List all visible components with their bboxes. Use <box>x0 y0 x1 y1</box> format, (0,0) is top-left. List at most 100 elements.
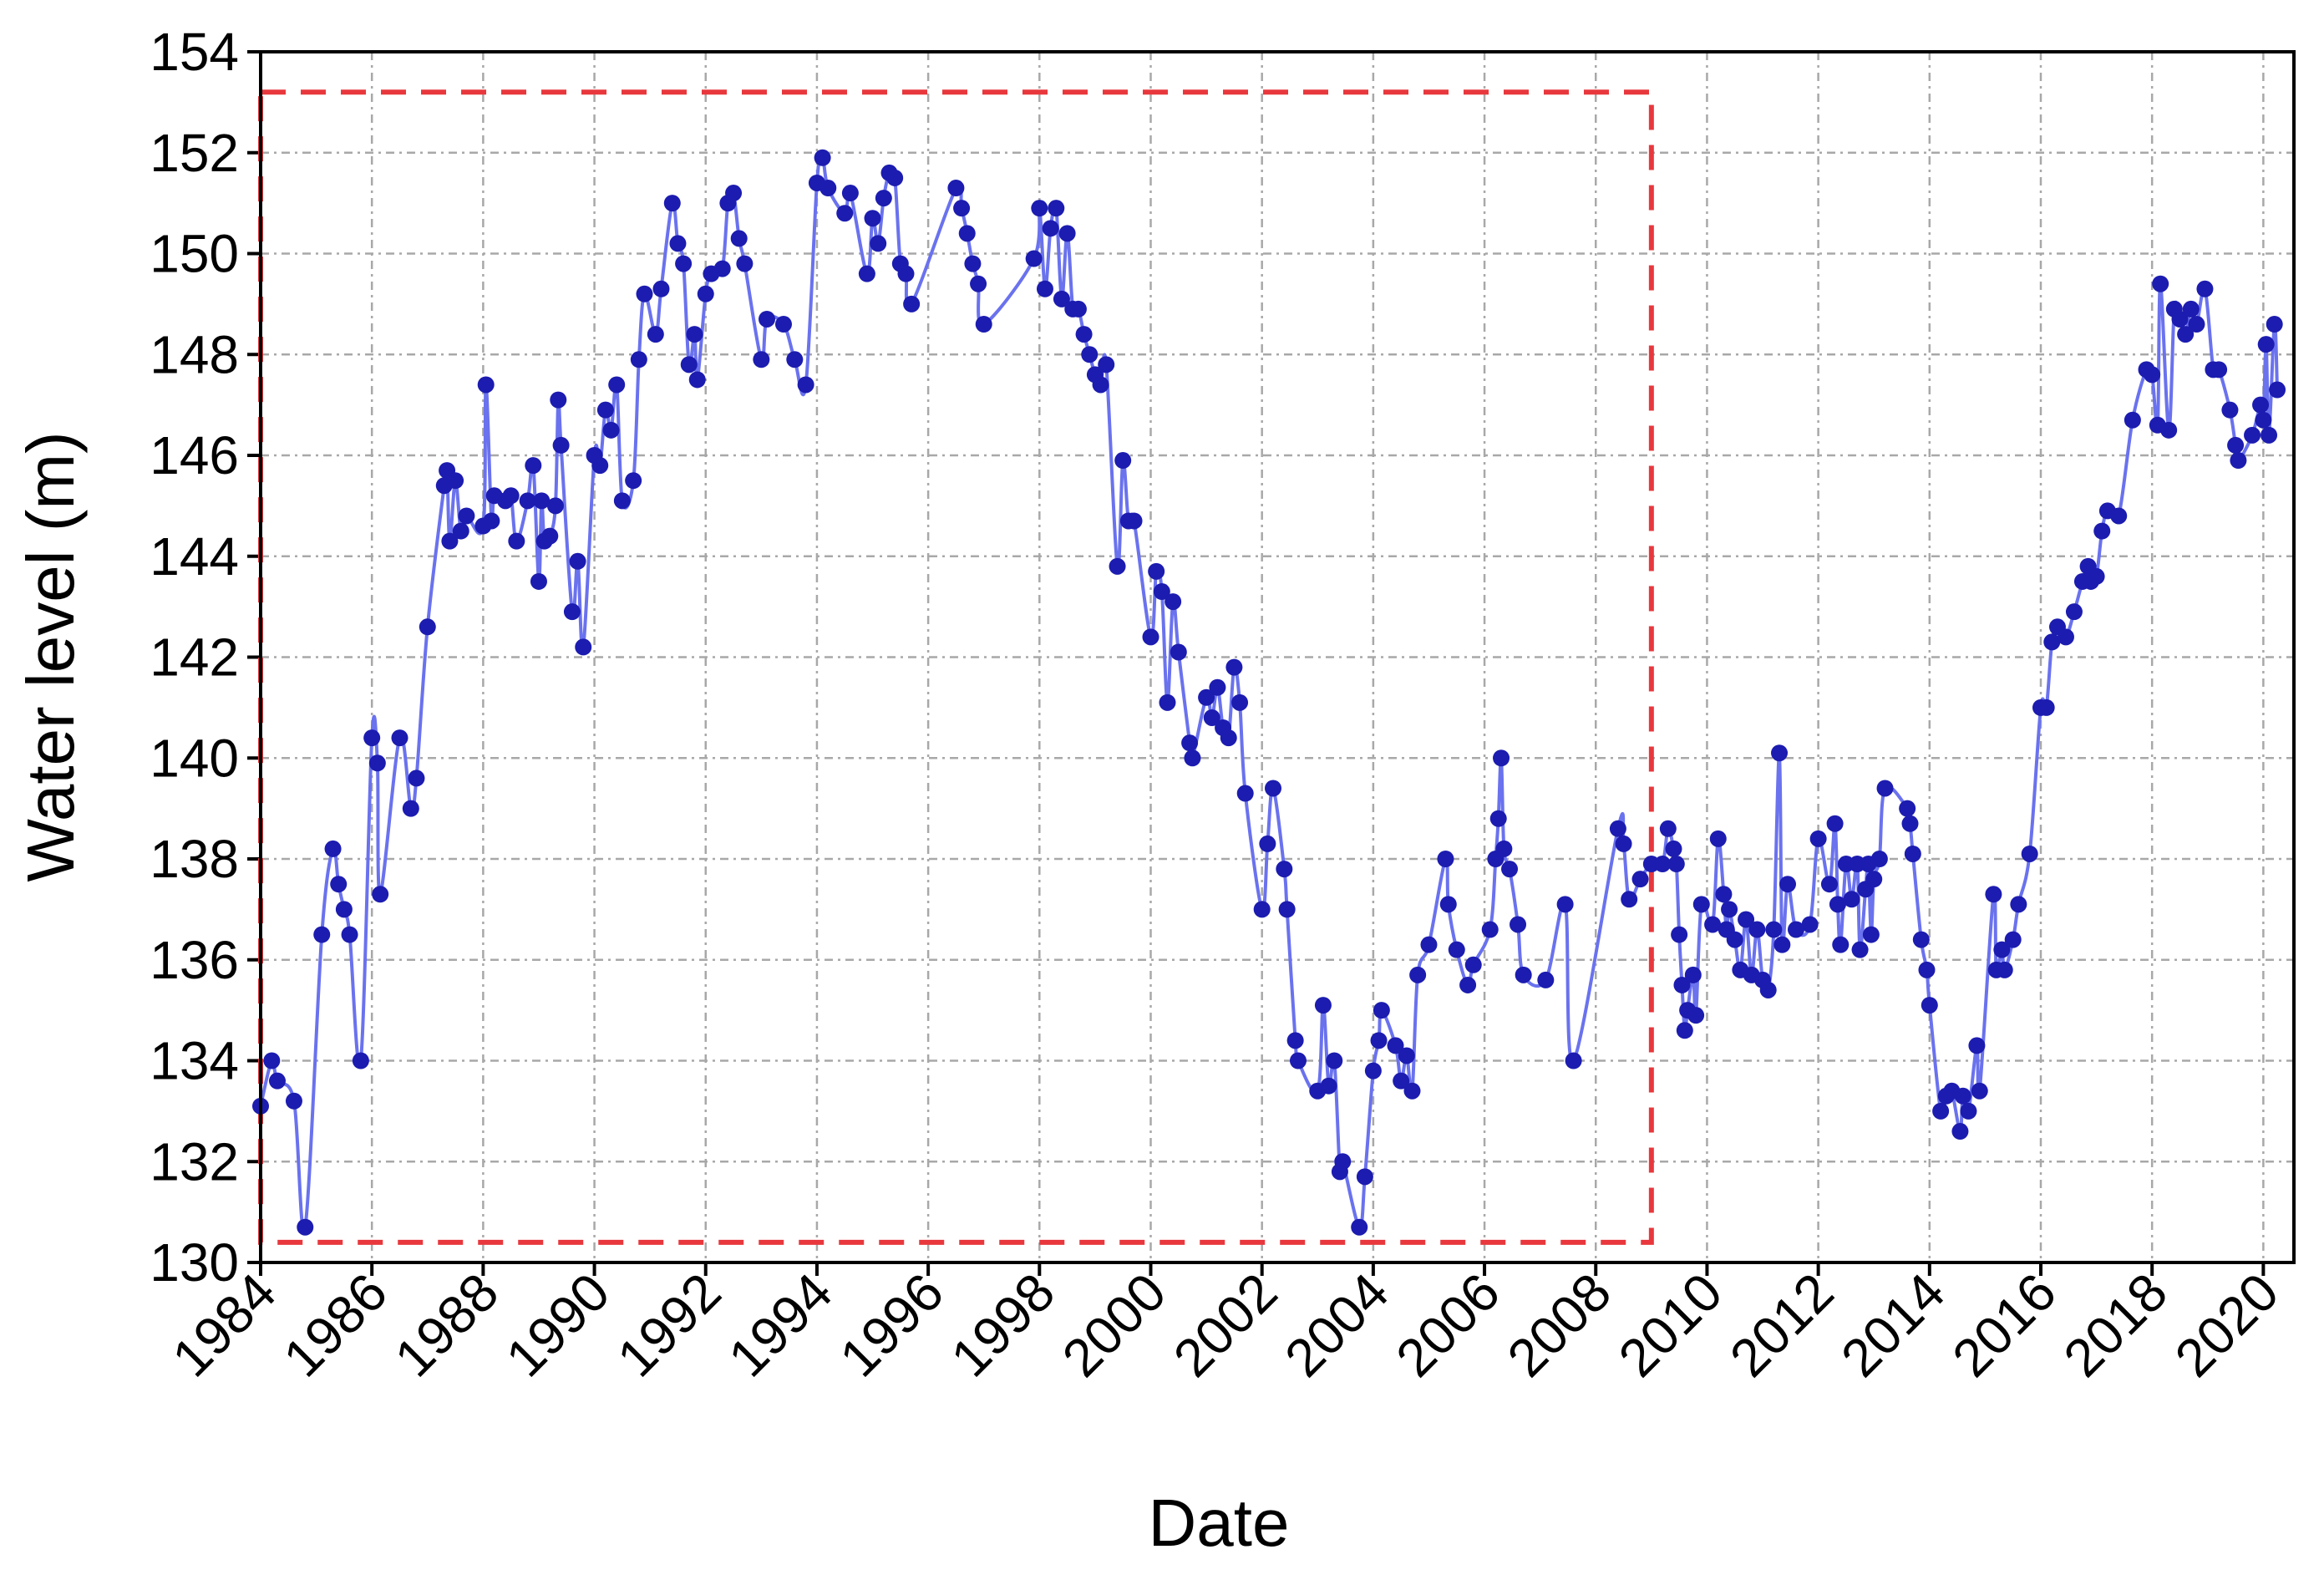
x-tick-label: 2006 <box>1384 1262 1511 1389</box>
data-point <box>2221 401 2239 419</box>
data-point <box>1673 976 1691 993</box>
data-point <box>1148 562 1165 580</box>
data-point <box>1709 830 1727 847</box>
data-point <box>1779 876 1796 893</box>
data-point <box>725 185 743 202</box>
x-tick-label: 2014 <box>1829 1262 1956 1389</box>
data-point <box>1351 1218 1368 1236</box>
data-point <box>2124 411 2141 429</box>
data-point <box>1615 835 1632 852</box>
data-point <box>903 295 921 312</box>
data-point <box>2004 931 2022 948</box>
data-point <box>1259 835 1276 852</box>
data-point <box>753 351 770 368</box>
x-tick-label: 2000 <box>1051 1262 1178 1389</box>
data-point <box>1420 936 1438 953</box>
data-point <box>786 351 804 368</box>
data-point <box>447 472 464 490</box>
data-point <box>1510 916 1527 933</box>
data-point <box>602 421 620 439</box>
y-tick-label: 142 <box>150 627 239 688</box>
data-point <box>819 180 837 197</box>
data-point <box>541 527 559 545</box>
data-point <box>575 638 592 656</box>
data-point <box>1278 901 1296 918</box>
data-point <box>1025 250 1043 267</box>
data-point <box>975 316 992 333</box>
data-point <box>1771 744 1789 762</box>
data-point <box>285 1092 302 1110</box>
data-point <box>1393 1072 1410 1090</box>
data-point <box>1075 326 1093 343</box>
data-point <box>1687 1007 1705 1024</box>
data-point <box>1759 981 1777 998</box>
data-point <box>2257 336 2275 353</box>
data-point <box>552 436 570 454</box>
data-point <box>1515 966 1532 983</box>
data-point <box>1364 1062 1382 1080</box>
data-point <box>1704 916 1722 933</box>
data-point <box>1865 871 1883 888</box>
data-point <box>1053 290 1070 307</box>
data-point <box>1265 780 1282 797</box>
data-point <box>1851 941 1869 958</box>
data-point <box>2266 316 2283 333</box>
data-point <box>533 492 551 510</box>
data-point <box>2269 381 2286 399</box>
data-point <box>1409 966 1427 983</box>
data-point <box>1142 628 1159 646</box>
data-point <box>1459 976 1477 993</box>
x-tick-label: 1996 <box>828 1262 955 1389</box>
data-point <box>483 512 500 530</box>
x-tick-label: 1992 <box>606 1262 733 1389</box>
data-point <box>625 472 642 490</box>
data-point <box>508 532 525 550</box>
data-point <box>1676 1022 1693 1039</box>
x-tick-label: 2008 <box>1496 1262 1623 1389</box>
data-point <box>563 603 581 621</box>
y-tick-label: 138 <box>150 829 239 889</box>
data-point <box>1565 1052 1582 1069</box>
data-point <box>1904 845 1921 862</box>
data-point <box>530 572 547 590</box>
data-point <box>1609 820 1626 837</box>
data-point <box>1481 921 1499 938</box>
x-tick-label: 2010 <box>1607 1262 1734 1389</box>
data-point <box>1715 886 1733 903</box>
data-point <box>1932 1102 1950 1120</box>
data-point <box>686 326 703 343</box>
x-tick-label: 1988 <box>383 1262 510 1389</box>
data-point <box>2210 361 2228 378</box>
data-point <box>1993 941 2011 958</box>
data-point <box>372 886 389 903</box>
data-point <box>2230 452 2247 470</box>
data-point <box>1721 901 1738 918</box>
data-point <box>1773 936 1791 953</box>
data-point <box>1276 861 1293 878</box>
y-tick-label: 150 <box>150 224 239 284</box>
data-point <box>477 376 495 394</box>
data-point <box>1198 688 1215 706</box>
data-point <box>335 901 353 918</box>
data-point <box>330 876 348 893</box>
data-point <box>680 356 698 373</box>
data-point <box>1843 891 1860 908</box>
series-line <box>259 153 2280 1232</box>
data-point <box>1403 1082 1421 1100</box>
data-point <box>841 185 859 202</box>
data-point <box>1464 956 1482 973</box>
data-point <box>970 275 987 292</box>
data-point <box>2177 326 2195 343</box>
data-point <box>858 265 875 282</box>
data-point <box>1787 921 1804 938</box>
data-point <box>736 255 754 272</box>
data-point <box>1236 785 1254 802</box>
data-point <box>1659 820 1677 837</box>
data-point <box>1748 921 1766 938</box>
data-point <box>1912 931 1930 948</box>
data-point <box>647 326 664 343</box>
y-tick-label: 152 <box>150 123 239 183</box>
data-point <box>1042 220 1059 237</box>
data-point <box>1801 916 1819 933</box>
